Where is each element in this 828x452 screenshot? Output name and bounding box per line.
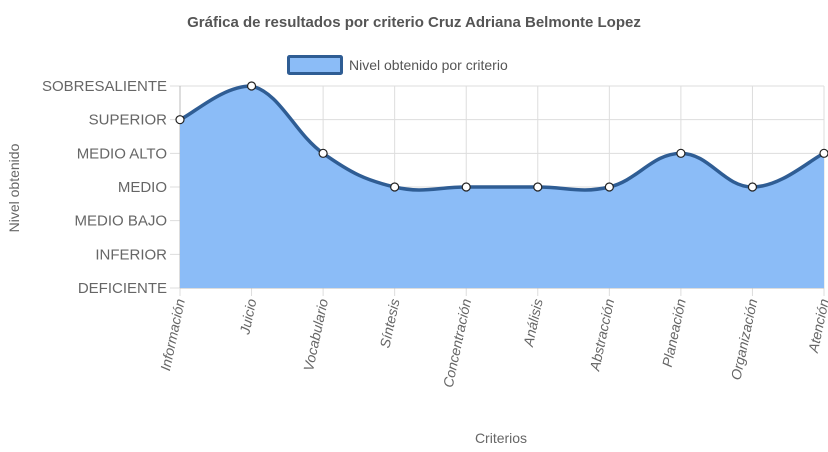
series-line <box>179 84 825 192</box>
x-axis-ticks: Información Juicio Vocabulario Síntesis Conc… <box>157 297 828 389</box>
data-point-7 <box>604 182 614 192</box>
x-tick-label: Juicio <box>236 297 259 337</box>
x-tick-label: Organización <box>728 297 761 381</box>
plot-area <box>175 81 828 288</box>
x-tick-label: Síntesis <box>377 297 403 349</box>
data-point-2 <box>246 81 257 91</box>
x-tick-label: Planeación <box>659 297 689 368</box>
x-tick-label: Vocabulario <box>300 297 331 372</box>
data-point-4 <box>390 182 400 192</box>
x-tick-label: Análisis <box>520 297 546 349</box>
y-tick-label: MEDIO ALTO <box>77 145 167 162</box>
y-tick-label: DEFICIENTE <box>78 280 167 297</box>
x-tick-label: Abstracción <box>586 297 617 373</box>
data-point-8 <box>676 148 686 158</box>
y-tick-label: SUPERIOR <box>89 112 168 129</box>
chart-title: Gráfica de resultados por criterio Cruz … <box>187 14 641 31</box>
y-tick-label: SOBRESALIENTE <box>42 78 167 95</box>
y-axis-title: Nivel obtenido <box>6 143 22 232</box>
y-tick-label: MEDIO <box>118 179 167 196</box>
y-tick-label: MEDIO BAJO <box>74 213 167 230</box>
data-point-3 <box>318 148 328 158</box>
x-tick-label: Atención <box>805 297 828 355</box>
y-tick-label: INFERIOR <box>95 246 167 263</box>
y-axis-ticks: DEFICIENTE INFERIOR MEDIO BAJO MEDIO MEDIO A… <box>42 78 167 297</box>
data-point-1 <box>175 115 185 125</box>
x-axis-title: Criterios <box>475 430 527 446</box>
data-point-10 <box>819 148 828 158</box>
x-tick-label: Concentración <box>440 297 474 389</box>
data-point-5 <box>461 182 471 192</box>
x-tick-label: Información <box>157 297 188 372</box>
legend-label: Nivel obtenido por criterio <box>349 57 508 73</box>
legend[interactable]: Nivel obtenido por criterio <box>287 55 508 75</box>
legend-swatch <box>287 55 343 75</box>
data-point-6 <box>533 182 543 192</box>
data-point-9 <box>747 182 758 192</box>
